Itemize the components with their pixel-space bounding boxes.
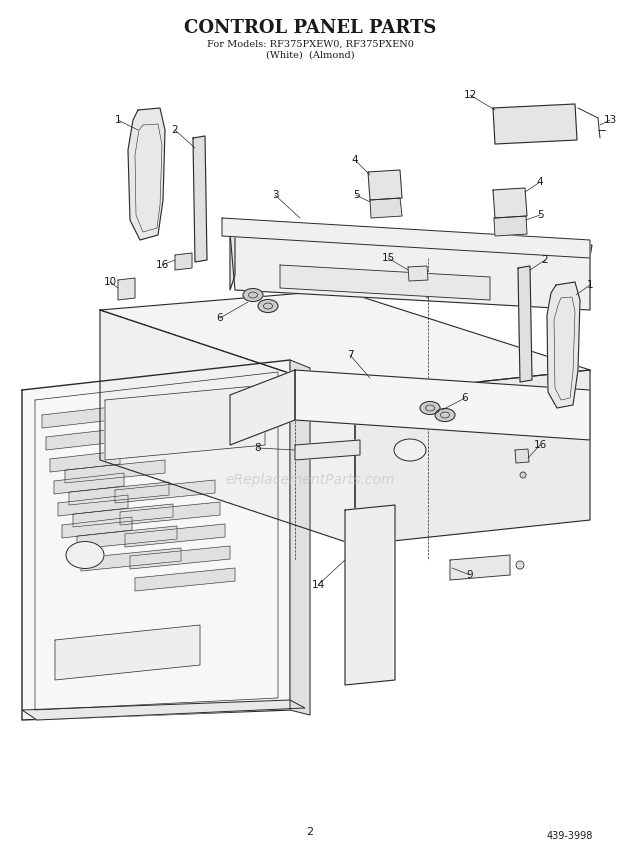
Text: 439-3998: 439-3998 <box>547 831 593 841</box>
Polygon shape <box>100 310 355 545</box>
Polygon shape <box>515 449 529 463</box>
Polygon shape <box>370 198 402 218</box>
Ellipse shape <box>520 472 526 478</box>
Polygon shape <box>368 170 402 200</box>
Ellipse shape <box>243 288 263 301</box>
Text: 3: 3 <box>272 190 278 200</box>
Polygon shape <box>230 233 590 310</box>
Polygon shape <box>120 502 220 525</box>
Text: 5: 5 <box>537 210 543 220</box>
Polygon shape <box>55 625 200 680</box>
Polygon shape <box>54 473 124 494</box>
Polygon shape <box>295 440 360 460</box>
Text: 1: 1 <box>587 280 593 290</box>
Text: 10: 10 <box>104 277 117 287</box>
Text: 7: 7 <box>347 350 353 360</box>
Polygon shape <box>22 700 305 720</box>
Polygon shape <box>408 266 428 281</box>
Text: eReplacementParts.com: eReplacementParts.com <box>225 473 395 487</box>
Polygon shape <box>65 460 165 483</box>
Polygon shape <box>50 451 120 472</box>
Polygon shape <box>46 429 116 450</box>
Polygon shape <box>280 265 490 300</box>
Polygon shape <box>230 370 295 445</box>
Text: 4: 4 <box>352 155 358 165</box>
Polygon shape <box>355 370 590 545</box>
Text: 8: 8 <box>255 443 261 453</box>
Polygon shape <box>115 480 215 503</box>
Text: 1: 1 <box>115 115 122 125</box>
Polygon shape <box>222 218 590 258</box>
Polygon shape <box>118 278 135 300</box>
Text: 2: 2 <box>306 827 314 837</box>
Polygon shape <box>450 555 510 580</box>
Polygon shape <box>125 524 225 547</box>
Text: 15: 15 <box>381 253 394 263</box>
Polygon shape <box>105 385 265 460</box>
Ellipse shape <box>66 542 104 568</box>
Ellipse shape <box>420 401 440 414</box>
Polygon shape <box>493 188 527 218</box>
Text: 2: 2 <box>172 125 179 135</box>
Polygon shape <box>73 504 173 527</box>
Text: 16: 16 <box>533 440 547 450</box>
Text: 14: 14 <box>311 580 325 590</box>
Text: 6: 6 <box>462 393 468 403</box>
Polygon shape <box>100 290 590 395</box>
Polygon shape <box>230 222 592 257</box>
Text: 6: 6 <box>216 313 223 323</box>
Polygon shape <box>295 370 590 440</box>
Polygon shape <box>62 517 132 538</box>
Text: 16: 16 <box>156 260 169 270</box>
Ellipse shape <box>435 408 455 421</box>
Polygon shape <box>77 526 177 549</box>
Polygon shape <box>193 136 207 262</box>
Polygon shape <box>493 104 577 144</box>
Polygon shape <box>69 482 169 505</box>
Polygon shape <box>58 495 128 516</box>
Polygon shape <box>130 546 230 569</box>
Text: (White)  (Almond): (White) (Almond) <box>266 51 354 60</box>
Polygon shape <box>290 360 310 715</box>
Text: 4: 4 <box>537 177 543 187</box>
Polygon shape <box>230 222 235 290</box>
Polygon shape <box>345 505 395 685</box>
Text: CONTROL PANEL PARTS: CONTROL PANEL PARTS <box>184 19 436 37</box>
Polygon shape <box>518 266 532 382</box>
Text: For Models: RF375PXEW0, RF375PXEN0: For Models: RF375PXEW0, RF375PXEN0 <box>206 39 414 49</box>
Polygon shape <box>494 216 527 236</box>
Polygon shape <box>128 108 165 240</box>
Text: 5: 5 <box>353 190 360 200</box>
Text: 12: 12 <box>463 90 477 100</box>
Ellipse shape <box>394 439 426 461</box>
Text: 2: 2 <box>542 255 548 265</box>
Text: 13: 13 <box>603 115 617 125</box>
Ellipse shape <box>516 561 524 569</box>
Polygon shape <box>22 360 290 720</box>
Polygon shape <box>547 282 580 408</box>
Polygon shape <box>175 253 192 270</box>
Polygon shape <box>135 568 235 591</box>
Text: 9: 9 <box>467 570 473 580</box>
Polygon shape <box>42 407 112 428</box>
Ellipse shape <box>258 300 278 312</box>
Polygon shape <box>81 548 181 571</box>
